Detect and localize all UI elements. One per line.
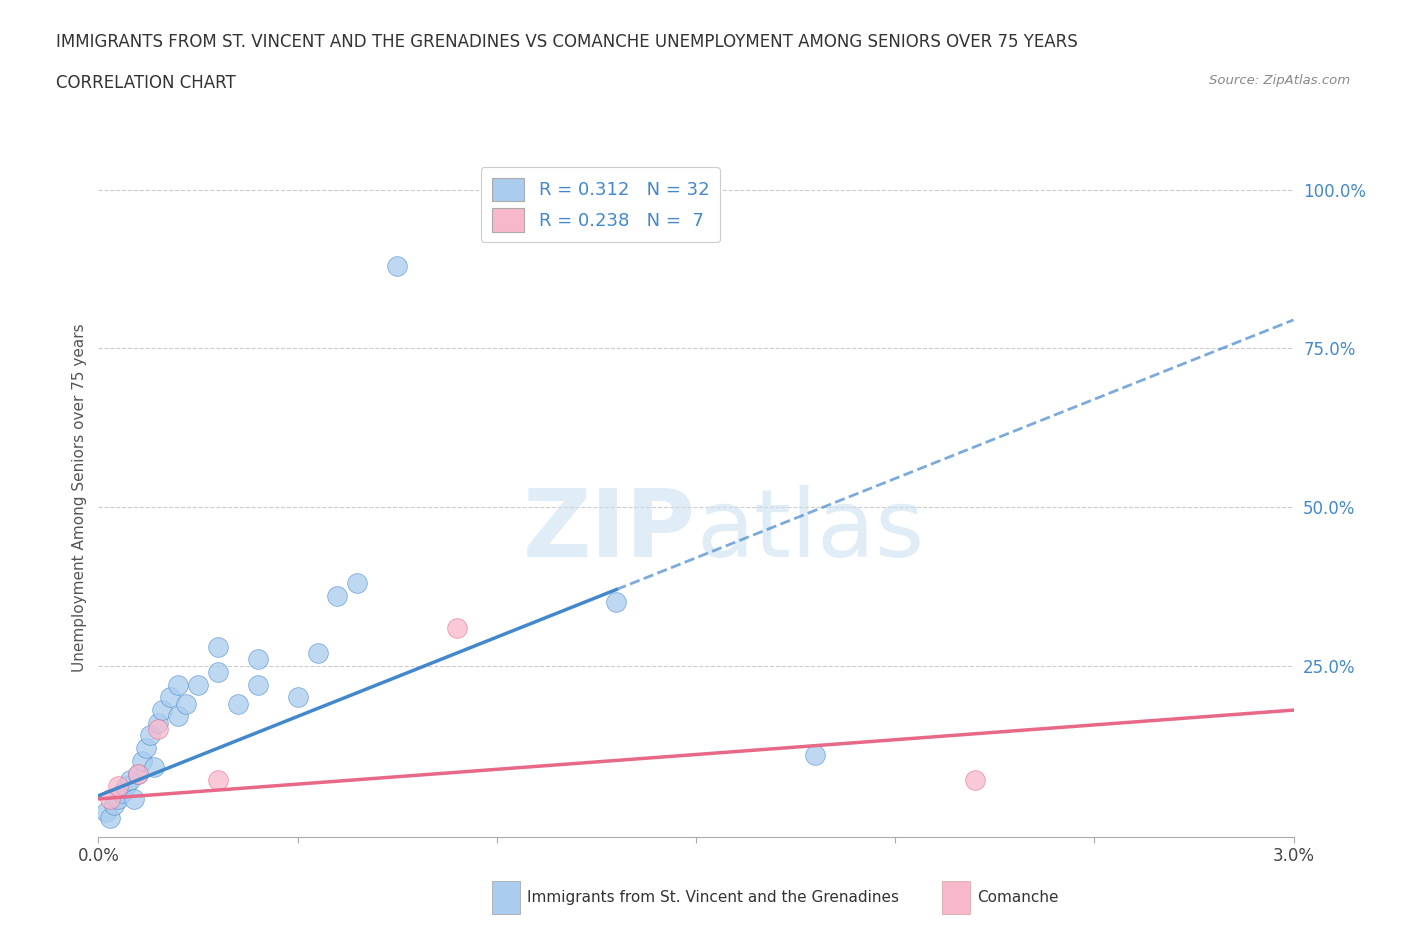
Point (446, 620, 468, 635)
Point (804, 747, 827, 762)
Point (148, 722, 170, 737)
Point (127, 766, 149, 781)
Point (98, 791, 122, 806)
Point (148, 715, 170, 730)
Point (187, 677, 209, 692)
Text: CORRELATION CHART: CORRELATION CHART (56, 74, 236, 92)
Point (346, 576, 368, 591)
Point (96, 804, 118, 819)
Point (131, 753, 153, 768)
Point (150, 703, 173, 718)
Point (307, 645, 329, 660)
Y-axis label: Unemployment Among Seniors over 75 years: Unemployment Among Seniors over 75 years (72, 324, 87, 671)
Text: ZIP: ZIP (523, 485, 696, 578)
Point (115, 778, 138, 793)
Point (143, 760, 166, 775)
Point (135, 740, 157, 755)
Point (963, 773, 986, 788)
Point (127, 766, 149, 781)
Point (159, 690, 181, 705)
Point (103, 798, 125, 813)
Point (111, 785, 134, 800)
Point (107, 791, 129, 806)
Point (287, 690, 309, 705)
Point (107, 778, 129, 793)
Point (124, 791, 146, 806)
Text: Source: ZipAtlas.com: Source: ZipAtlas.com (1209, 74, 1350, 87)
Point (207, 773, 229, 788)
Text: IMMIGRANTS FROM ST. VINCENT AND THE GRENADINES VS COMANCHE UNEMPLOYMENT AMONG SE: IMMIGRANTS FROM ST. VINCENT AND THE GREN… (56, 33, 1078, 50)
Point (605, 595, 627, 610)
Point (207, 665, 229, 680)
Legend: R = 0.312   N = 32, R = 0.238   N =  7: R = 0.312 N = 32, R = 0.238 N = 7 (481, 167, 720, 243)
Text: Immigrants from St. Vincent and the Grenadines: Immigrants from St. Vincent and the Gren… (527, 890, 900, 905)
Text: atlas: atlas (696, 485, 924, 578)
Point (246, 677, 269, 692)
Point (167, 709, 190, 724)
Text: Comanche: Comanche (977, 890, 1059, 905)
Point (174, 697, 197, 711)
Point (167, 677, 190, 692)
Point (120, 773, 142, 788)
Point (98, 811, 122, 826)
Point (139, 728, 162, 743)
Point (326, 589, 349, 604)
Point (385, 259, 409, 273)
Point (226, 697, 249, 711)
Point (246, 652, 269, 667)
Point (207, 639, 229, 654)
